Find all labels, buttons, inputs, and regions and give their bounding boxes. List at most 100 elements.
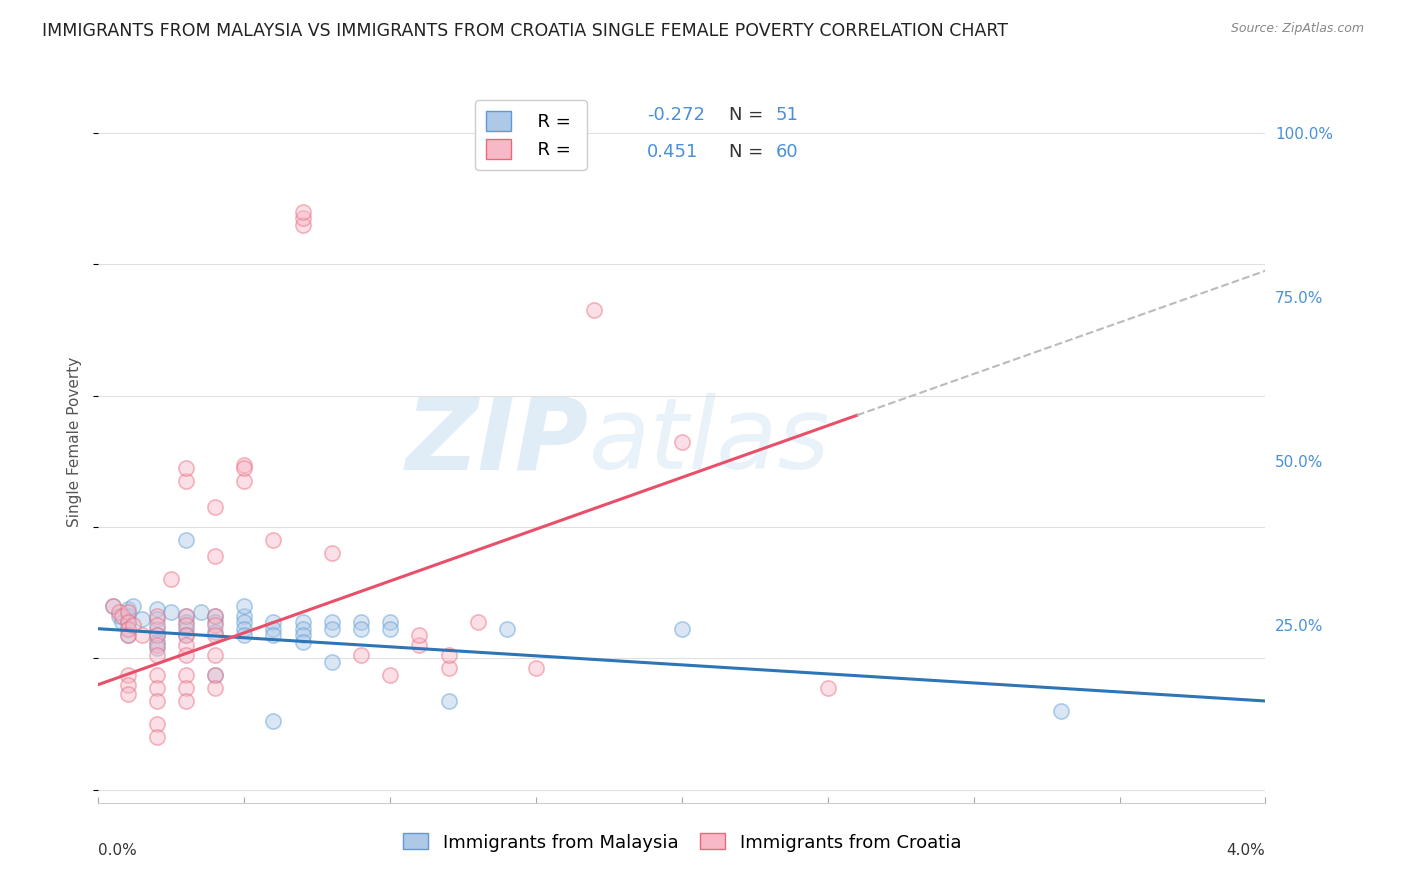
Point bbox=[146, 608, 169, 623]
Point bbox=[146, 667, 169, 681]
Text: Source: ZipAtlas.com: Source: ZipAtlas.com bbox=[1230, 22, 1364, 36]
Point bbox=[350, 622, 373, 636]
Point bbox=[291, 622, 314, 636]
Point bbox=[174, 608, 197, 623]
Point bbox=[117, 615, 139, 630]
Point bbox=[291, 615, 314, 630]
Point bbox=[117, 622, 139, 636]
Point bbox=[174, 460, 197, 475]
Point bbox=[524, 661, 547, 675]
Point bbox=[146, 635, 169, 649]
Point bbox=[204, 500, 226, 515]
Text: N =: N = bbox=[728, 105, 763, 124]
Point bbox=[101, 599, 124, 613]
Point bbox=[233, 608, 256, 623]
Point bbox=[160, 573, 183, 587]
Point bbox=[204, 608, 226, 623]
Point bbox=[204, 625, 226, 640]
Point bbox=[146, 628, 169, 642]
Point bbox=[146, 648, 169, 662]
Point bbox=[101, 599, 124, 613]
Point bbox=[204, 628, 226, 642]
Point bbox=[233, 628, 256, 642]
Point bbox=[262, 533, 284, 547]
Point bbox=[146, 622, 169, 636]
Point bbox=[291, 204, 314, 219]
Point bbox=[291, 218, 314, 232]
Point bbox=[174, 622, 197, 636]
Point bbox=[408, 638, 430, 652]
Point bbox=[233, 615, 256, 630]
Point bbox=[233, 460, 256, 475]
Point bbox=[350, 648, 373, 662]
Point bbox=[204, 549, 226, 564]
Point bbox=[174, 615, 197, 630]
Point bbox=[111, 615, 134, 630]
Point bbox=[174, 648, 197, 662]
Point bbox=[146, 681, 169, 695]
Point bbox=[174, 608, 197, 623]
Point bbox=[437, 694, 460, 708]
Point bbox=[321, 615, 343, 630]
Point bbox=[146, 628, 169, 642]
Point bbox=[583, 303, 606, 318]
Point bbox=[204, 618, 226, 632]
Point bbox=[671, 434, 693, 449]
Point bbox=[233, 599, 256, 613]
Point bbox=[174, 628, 197, 642]
Point bbox=[174, 667, 197, 681]
Point bbox=[437, 648, 460, 662]
Point bbox=[174, 681, 197, 695]
Point bbox=[204, 615, 226, 630]
Point bbox=[131, 612, 153, 626]
Point bbox=[174, 474, 197, 488]
Text: N =: N = bbox=[728, 143, 763, 161]
Text: 60: 60 bbox=[775, 143, 797, 161]
Point bbox=[122, 618, 145, 632]
Point bbox=[146, 638, 169, 652]
Point bbox=[117, 687, 139, 701]
Point bbox=[408, 628, 430, 642]
Point bbox=[174, 694, 197, 708]
Point bbox=[204, 608, 226, 623]
Point bbox=[233, 622, 256, 636]
Text: 0.0%: 0.0% bbox=[98, 843, 138, 857]
Text: atlas: atlas bbox=[589, 393, 830, 490]
Point bbox=[671, 622, 693, 636]
Point bbox=[262, 714, 284, 728]
Point bbox=[291, 628, 314, 642]
Point bbox=[117, 615, 139, 630]
Point bbox=[817, 681, 839, 695]
Point bbox=[380, 667, 402, 681]
Point bbox=[262, 622, 284, 636]
Legend: Immigrants from Malaysia, Immigrants from Croatia: Immigrants from Malaysia, Immigrants fro… bbox=[395, 826, 969, 859]
Point bbox=[174, 618, 197, 632]
Text: ZIP: ZIP bbox=[405, 393, 589, 490]
Point bbox=[190, 605, 212, 619]
Point bbox=[174, 628, 197, 642]
Point bbox=[117, 628, 139, 642]
Point bbox=[117, 605, 139, 619]
Point bbox=[160, 605, 183, 619]
Point bbox=[108, 608, 131, 623]
Point bbox=[131, 628, 153, 642]
Point bbox=[321, 622, 343, 636]
Point bbox=[233, 458, 256, 472]
Point bbox=[350, 615, 373, 630]
Point bbox=[1050, 704, 1073, 718]
Point bbox=[146, 694, 169, 708]
Text: IMMIGRANTS FROM MALAYSIA VS IMMIGRANTS FROM CROATIA SINGLE FEMALE POVERTY CORREL: IMMIGRANTS FROM MALAYSIA VS IMMIGRANTS F… bbox=[42, 22, 1008, 40]
Text: 51: 51 bbox=[775, 105, 799, 124]
Point bbox=[437, 661, 460, 675]
Point bbox=[146, 730, 169, 744]
Point bbox=[233, 474, 256, 488]
Point bbox=[204, 667, 226, 681]
Point bbox=[174, 533, 197, 547]
Point bbox=[117, 667, 139, 681]
Point bbox=[204, 648, 226, 662]
Point bbox=[262, 628, 284, 642]
Point bbox=[117, 602, 139, 616]
Point bbox=[204, 667, 226, 681]
Point bbox=[467, 615, 489, 630]
Point bbox=[496, 622, 519, 636]
